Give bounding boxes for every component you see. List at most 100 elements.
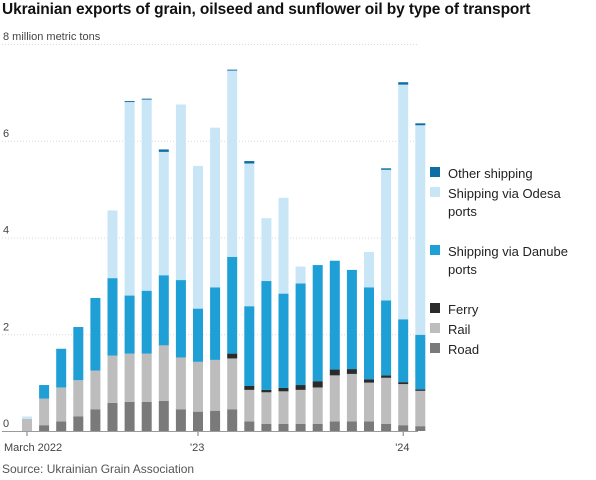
bar-segment xyxy=(244,389,255,422)
bar-segment xyxy=(124,401,135,431)
y-tick-label: 0 xyxy=(3,418,9,430)
bar-segment xyxy=(329,369,340,376)
bar-segment xyxy=(415,125,426,335)
legend-label: Shipping via Danube xyxy=(448,244,568,259)
legend-swatch xyxy=(430,323,440,333)
bar-segment xyxy=(107,355,118,403)
y-tick-label: 4 xyxy=(3,225,9,237)
bar-segment xyxy=(295,266,306,284)
bar-segment xyxy=(398,384,409,426)
bar-segment xyxy=(227,358,238,410)
bar-segment xyxy=(364,287,374,380)
legend-label: Shipping via Odesa xyxy=(448,186,562,201)
legend-swatch xyxy=(430,303,440,313)
bar-segment xyxy=(227,70,238,257)
bar-segment xyxy=(329,421,340,431)
bar-segment xyxy=(364,382,374,422)
bar-segment xyxy=(107,210,118,279)
bar-segment xyxy=(158,151,169,276)
bar-segment xyxy=(227,353,238,359)
bar-segment xyxy=(312,423,323,431)
bar-segment xyxy=(56,348,67,388)
y-tick-label: 6 xyxy=(3,128,9,140)
bar-segment xyxy=(295,385,306,390)
bar-segment xyxy=(244,163,255,307)
legend-swatch xyxy=(430,343,440,353)
axis-labels: 0 2 4 6 8 million metric tons March 2022 '23 '2… xyxy=(3,31,410,454)
bar-segment xyxy=(278,197,289,294)
legend-label: Ferry xyxy=(448,302,479,317)
bar-segment xyxy=(381,300,392,376)
bar-segment xyxy=(398,82,409,85)
bar-segment xyxy=(346,369,357,374)
legend-label: Road xyxy=(448,342,479,357)
bar-segment xyxy=(73,416,84,431)
bar-segment xyxy=(158,275,169,346)
bar-segment xyxy=(124,102,135,296)
bar-segment xyxy=(141,401,152,431)
bar-segment xyxy=(39,425,50,431)
legend-label: Rail xyxy=(448,322,471,337)
bar-segment xyxy=(381,169,392,301)
bar-segment xyxy=(278,391,289,424)
bar-segment xyxy=(56,421,67,431)
bar-segment xyxy=(39,398,50,426)
bar-segment xyxy=(278,293,289,388)
bar-segment xyxy=(278,423,289,431)
bar-segment xyxy=(415,389,426,391)
y-tick-label: 8 million metric tons xyxy=(3,31,101,43)
bar-segment xyxy=(193,165,203,309)
bars xyxy=(22,69,426,431)
bar-segment xyxy=(141,99,152,291)
bar-segment xyxy=(124,101,135,103)
bar-segment xyxy=(22,418,32,431)
x-tick-label: '24 xyxy=(395,442,409,454)
legend-label: ports xyxy=(448,204,477,219)
bar-segment xyxy=(398,319,409,383)
y-tick-label: 2 xyxy=(3,321,9,333)
bar-segment xyxy=(398,84,409,320)
bar-segment xyxy=(278,387,289,392)
legend-swatch xyxy=(430,187,440,197)
bar-segment xyxy=(244,386,255,390)
legend-swatch xyxy=(430,245,440,255)
bar-segment xyxy=(381,377,392,424)
bar-segment xyxy=(210,287,221,360)
bar-segment xyxy=(158,345,169,402)
bar-segment xyxy=(415,426,426,431)
bar-segment xyxy=(261,392,272,424)
bar-segment xyxy=(364,252,374,288)
bar-segment xyxy=(22,416,32,419)
bar-segment xyxy=(90,297,101,371)
legend-label: ports xyxy=(448,262,477,277)
bar-segment xyxy=(90,370,101,410)
bar-segment xyxy=(227,69,238,71)
bar-segment xyxy=(124,295,135,354)
bar-segment xyxy=(73,326,84,381)
bar-segment xyxy=(124,353,135,402)
bar-segment xyxy=(193,361,203,412)
bar-segment xyxy=(398,382,409,385)
bar-segment xyxy=(158,149,169,152)
legend-label: Other shipping xyxy=(448,166,533,181)
bar-segment xyxy=(244,306,255,387)
bar-segment xyxy=(158,401,169,431)
bar-segment xyxy=(73,380,84,417)
bar-segment xyxy=(193,308,203,362)
bar-segment xyxy=(329,375,340,422)
bar-segment xyxy=(312,387,323,424)
bar-segment xyxy=(39,385,50,399)
bar-segment xyxy=(107,278,118,356)
bar-segment xyxy=(141,353,152,402)
bar-segment xyxy=(415,390,426,427)
gridlines xyxy=(2,44,418,432)
bar-segment xyxy=(141,290,152,354)
bar-segment xyxy=(244,421,255,431)
chart-title: Ukrainian exports of grain, oilseed and … xyxy=(2,1,531,18)
bar-segment xyxy=(227,409,238,431)
bar-segment xyxy=(346,373,357,422)
bar-segment xyxy=(141,98,152,100)
bar-segment xyxy=(295,283,306,386)
legend-swatch xyxy=(430,167,440,177)
x-tick-label: March 2022 xyxy=(4,442,62,454)
